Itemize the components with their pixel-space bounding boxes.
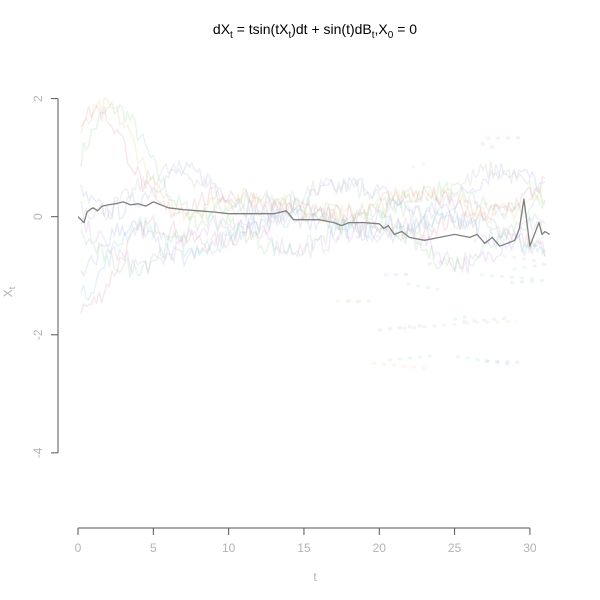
- x-tick-label: 30: [523, 541, 537, 555]
- background-fan-segment: [502, 254, 539, 263]
- title-segment: dX: [213, 21, 231, 37]
- y-axis-label-subscript: t: [7, 286, 17, 289]
- title-segment: = 0: [393, 21, 417, 37]
- x-tick-label: 20: [373, 541, 387, 555]
- background-path-10: [80, 205, 546, 278]
- background-path-4: [80, 209, 546, 276]
- y-axis-label-main: X: [1, 289, 15, 297]
- title-subscript: t: [288, 30, 291, 41]
- y-tick-label: -4: [31, 447, 45, 458]
- background-fan-segment: [411, 161, 430, 169]
- background-path-2: [80, 206, 546, 314]
- x-axis-label: t: [313, 570, 317, 584]
- axis-labels: tXt: [1, 286, 317, 584]
- background-fan-segment: [427, 258, 449, 266]
- y-axis: 2 0 -2 -4: [31, 95, 59, 458]
- background-fan-segment: [485, 359, 524, 364]
- background-fan-segment: [480, 141, 498, 150]
- background-fan-segment: [455, 354, 513, 367]
- y-axis-label: Xt: [1, 286, 17, 297]
- background-fan-segment: [471, 211, 512, 217]
- background-sample-paths: [80, 97, 550, 370]
- background-path-1: [80, 100, 546, 227]
- title-segment: )dt + sin(t)dB: [291, 21, 372, 37]
- x-tick-label: 5: [150, 541, 157, 555]
- title-segment: ,X: [375, 21, 389, 37]
- y-tick-label: 2: [31, 95, 45, 102]
- title-subscript: t: [372, 30, 375, 41]
- background-fan-segment: [406, 282, 440, 291]
- y-tick-label: -2: [31, 329, 45, 340]
- series-line-1: [77, 198, 550, 247]
- y-tick-label: 0: [31, 213, 45, 220]
- series-layer: [77, 198, 550, 247]
- title-subscript: 0: [388, 30, 394, 41]
- background-fan-segment: [377, 323, 428, 332]
- background-fan-segment: [512, 262, 550, 271]
- chart-title-group: dXt = tsin(tXt)dt + sin(t)dBt,X0 = 0: [213, 21, 417, 41]
- x-tick-label: 15: [297, 541, 311, 555]
- background-fan-segment: [452, 314, 470, 321]
- background-fan-segment: [510, 278, 550, 284]
- background-path-5: [80, 97, 546, 224]
- background-path-3: [80, 161, 546, 224]
- background-path-9: [80, 104, 546, 224]
- x-axis: 0 5 10 15 20 25 30: [75, 527, 537, 555]
- background-fan-segment: [346, 299, 377, 303]
- x-tick-label: 0: [75, 541, 82, 555]
- background-fan-segment: [485, 136, 525, 140]
- title-subscript: t: [230, 30, 233, 41]
- x-tick-label: 25: [448, 541, 462, 555]
- background-fan-segment: [462, 316, 513, 324]
- x-tick-label: 10: [222, 541, 236, 555]
- background-path-6: [80, 207, 546, 301]
- chart-title: dXt = tsin(tXt)dt + sin(t)dBt,X0 = 0: [213, 21, 417, 41]
- background-fan-segment: [371, 361, 429, 370]
- background-fan-segment: [479, 273, 536, 281]
- background-path-8: [80, 210, 546, 278]
- title-segment: = tsin(tX: [233, 21, 289, 37]
- background-fan-segment: [384, 272, 414, 277]
- background-path-7: [80, 159, 546, 224]
- background-fan-segment: [336, 234, 380, 240]
- background-fan-segment: [472, 238, 493, 247]
- background-fan-segment: [387, 354, 433, 362]
- background-fan-segment: [465, 319, 517, 325]
